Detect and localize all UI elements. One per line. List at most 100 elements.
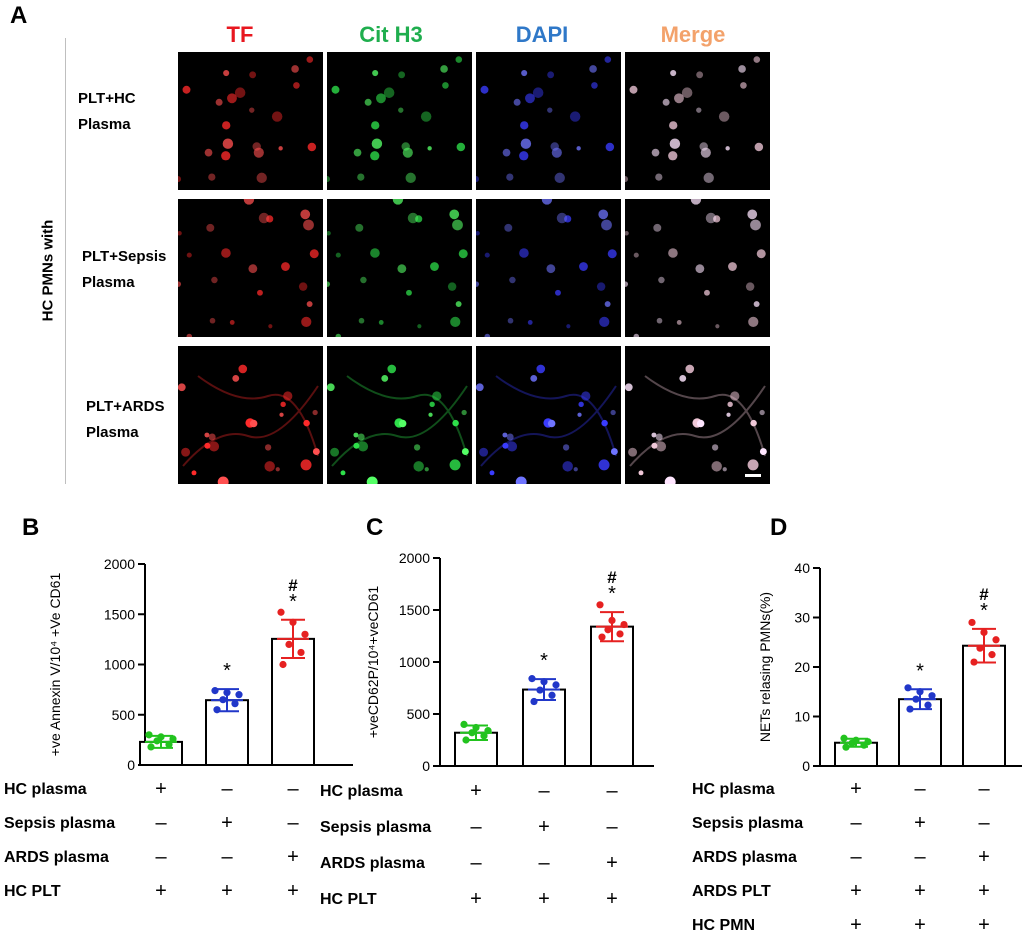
- condition-minus: –: [914, 778, 926, 800]
- data-point: [536, 686, 544, 694]
- micrograph-r3-c3: [476, 346, 621, 484]
- bar-2: [522, 688, 566, 767]
- data-point: [285, 640, 293, 648]
- data-point: [980, 628, 988, 636]
- hash-annotation: #: [607, 568, 617, 587]
- data-point: [165, 740, 173, 748]
- micrograph-r2-c4: [625, 199, 770, 337]
- micrograph-r3-c1: [178, 346, 323, 484]
- y-tick-label: 0: [127, 757, 135, 773]
- channel-label-cith3: Cit H3: [359, 22, 423, 47]
- data-point: [157, 733, 165, 741]
- condition-minus: –: [978, 778, 990, 800]
- condition-minus: –: [538, 780, 550, 802]
- condition-label: HC plasma: [320, 783, 403, 800]
- y-tick-label: 2000: [399, 550, 430, 566]
- condition-plus: +: [914, 812, 926, 834]
- condition-plus: +: [470, 888, 482, 910]
- condition-minus: –: [538, 852, 550, 874]
- micrograph-r1-c3: [476, 52, 621, 190]
- row-label-ards-line1: PLT+ARDS: [86, 398, 165, 415]
- micrograph-r2-c1: [178, 199, 323, 337]
- micrograph-r1-c4: [625, 52, 770, 190]
- condition-plus: +: [606, 852, 618, 874]
- condition-label: HC plasma: [4, 781, 87, 798]
- star-annotation: *: [289, 591, 297, 613]
- channel-label-tf: TF: [226, 22, 254, 47]
- micrograph-r3-c2: [327, 346, 472, 484]
- row-label-sepsis-line2: Plasma: [82, 274, 135, 291]
- bar-3: [962, 644, 1006, 767]
- condition-minus: –: [850, 846, 862, 868]
- y-axis-label: +ve Annexin V/10⁴ +Ve CD61: [47, 573, 63, 757]
- data-point: [279, 660, 287, 669]
- condition-plus: +: [914, 880, 926, 902]
- condition-minus: –: [155, 846, 167, 868]
- y-tick-label: 1000: [399, 654, 430, 670]
- condition-minus: –: [221, 778, 233, 800]
- hash-annotation: #: [979, 585, 989, 604]
- condition-plus: +: [914, 914, 926, 936]
- panel-c-letter: C: [366, 514, 384, 541]
- condition-plus: +: [538, 888, 550, 910]
- y-tick-label: 500: [407, 706, 431, 722]
- data-point: [528, 675, 536, 683]
- condition-minus: –: [287, 778, 299, 800]
- condition-minus: –: [470, 852, 482, 874]
- condition-plus: +: [287, 846, 299, 868]
- chart-c: 0 500 1000 1500 2000 +veCD62P/10⁴+veCD61 * * #: [320, 548, 680, 778]
- data-point: [277, 608, 285, 616]
- condition-plus: +: [978, 914, 990, 936]
- condition-plus: +: [470, 780, 482, 802]
- condition-label: Sepsis plasma: [4, 815, 116, 832]
- data-point: [301, 630, 309, 638]
- condition-plus: +: [850, 778, 862, 800]
- y-tick-label: 40: [794, 560, 810, 576]
- data-point: [213, 706, 221, 714]
- condition-plus: +: [287, 880, 299, 902]
- condition-minus: –: [287, 812, 299, 834]
- data-point: [992, 636, 1000, 644]
- condition-plus: +: [221, 880, 233, 902]
- data-point: [231, 700, 239, 708]
- chart-b: 0 500 1000 1500 2000 +ve Annexin V/10⁴ +Ve CD…: [0, 548, 353, 778]
- data-point: [988, 651, 996, 659]
- data-point: [598, 633, 606, 641]
- condition-label: ARDS PLT: [692, 883, 771, 900]
- star-annotation: *: [608, 583, 616, 605]
- data-point: [924, 701, 932, 709]
- channel-label-dapi: DAPI: [515, 22, 569, 47]
- condition-minus: –: [606, 816, 618, 838]
- condition-plus: +: [978, 880, 990, 902]
- star-annotation: *: [916, 660, 924, 682]
- data-point: [462, 736, 470, 744]
- row-group-divider: [65, 38, 66, 484]
- bar-3: [590, 625, 634, 767]
- channel-label-merge: Merge: [660, 22, 726, 47]
- data-point: [906, 705, 914, 713]
- data-point: [147, 743, 155, 751]
- y-tick-label: 0: [802, 758, 810, 774]
- chart-d: 0 10 20 30 40 NETs relasing PMNs(%) * * #: [680, 548, 1022, 778]
- row-label-sepsis-line1: PLT+Sepsis: [82, 248, 167, 265]
- condition-plus: +: [155, 880, 167, 902]
- condition-minus: –: [221, 846, 233, 868]
- data-point: [472, 723, 480, 732]
- data-point: [460, 720, 468, 728]
- data-point: [297, 648, 305, 657]
- micrograph-r1-c2: [327, 52, 472, 190]
- condition-plus: +: [850, 880, 862, 902]
- data-point: [842, 743, 850, 751]
- data-point: [864, 738, 872, 746]
- chart-svg: 0 500 1000 1500 2000 +ve Annexin V/10⁴ +Ve CD…: [47, 556, 353, 773]
- y-tick-label: 30: [794, 610, 810, 626]
- y-tick-label: 1500: [399, 602, 430, 618]
- y-tick-label: 500: [112, 707, 136, 723]
- condition-label: Sepsis plasma: [320, 819, 432, 836]
- bar-2: [898, 698, 942, 767]
- y-tick-label: 10: [794, 709, 810, 725]
- data-point: [540, 678, 548, 686]
- row-label-hc: PLT+HC Plasma: [78, 86, 136, 138]
- y-tick-label: 1500: [104, 606, 135, 622]
